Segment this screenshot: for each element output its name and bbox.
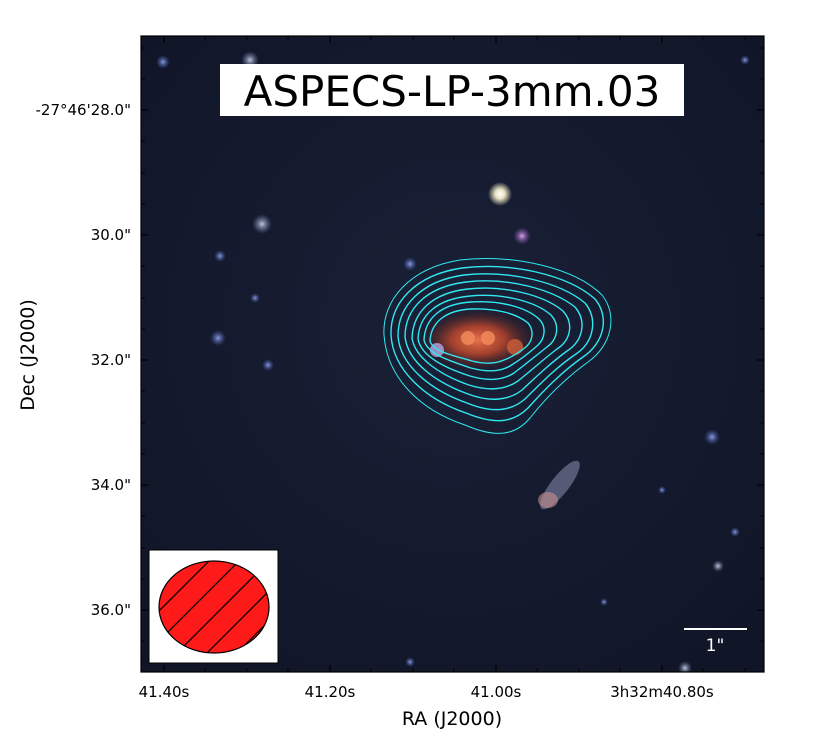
- contour-level-2: [390, 265, 604, 422]
- scale-bar-label: 1": [706, 636, 725, 656]
- y-tick-label: 32.0": [91, 351, 131, 369]
- contour-set: [383, 258, 612, 434]
- y-tick-label: -27°46'28.0": [35, 101, 131, 119]
- contour-level-8: [429, 308, 533, 364]
- x-tick-label: 41.40s: [139, 683, 190, 701]
- y-axis-label: Dec (J2000): [17, 299, 39, 411]
- x-tick-label: 41.20s: [305, 683, 356, 701]
- contour-level-5: [411, 287, 571, 390]
- contour-level-7: [423, 300, 545, 372]
- hatched-ellipse-icon: [158, 560, 270, 654]
- contour-level-3: [397, 273, 594, 411]
- contour-level-1: [383, 258, 612, 434]
- y-tick-label: 34.0": [91, 476, 131, 494]
- x-tick-label: 3h32m40.80s: [610, 683, 714, 701]
- major-ticks: [141, 36, 764, 672]
- scale-bar: 1": [684, 628, 747, 656]
- contour-level-4: [404, 280, 583, 400]
- contour-level-6: [417, 294, 558, 381]
- x-tick-label: 41.00s: [471, 683, 522, 701]
- x-tick-labels: 41.40s 41.20s 41.00s 3h32m40.80s: [139, 683, 714, 701]
- title-box: ASPECS-LP-3mm.03: [220, 64, 684, 116]
- x-axis-label: RA (J2000): [402, 708, 502, 730]
- sky-image: 1": [141, 36, 764, 672]
- y-tick-label: 30.0": [91, 226, 131, 244]
- y-tick-label: 36.0": [91, 601, 131, 619]
- beam-legend: [148, 549, 279, 664]
- y-tick-labels: -27°46'28.0" 30.0" 32.0" 34.0" 36.0": [35, 101, 131, 619]
- minor-ticks: [141, 36, 764, 672]
- plot-frame: [140, 35, 765, 673]
- plot-title: ASPECS-LP-3mm.03: [244, 67, 661, 116]
